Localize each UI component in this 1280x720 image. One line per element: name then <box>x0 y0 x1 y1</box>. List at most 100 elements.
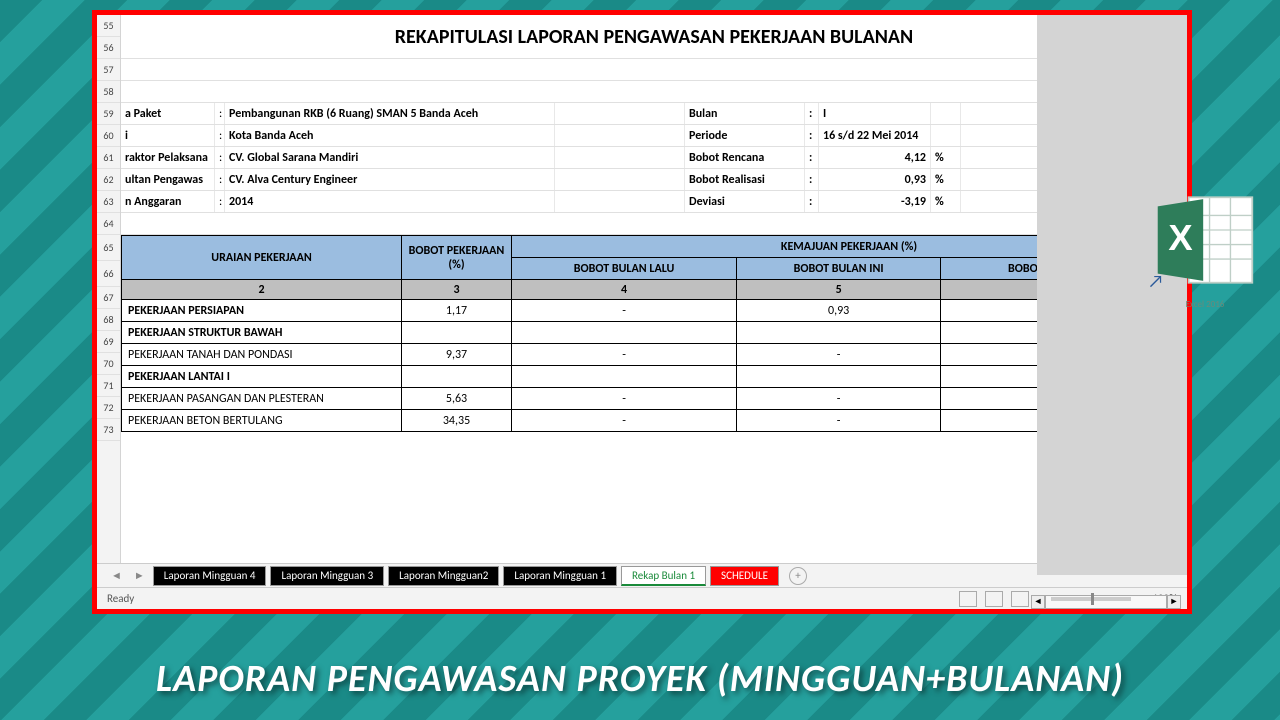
row-number[interactable]: 58 <box>97 81 120 103</box>
row-number[interactable]: 70 <box>97 353 120 375</box>
row-number[interactable]: 60 <box>97 125 120 147</box>
spreadsheet-grid[interactable]: REKAPITULASI LAPORAN PENGAWASAN PEKERJAA… <box>121 15 1187 563</box>
add-sheet-button[interactable]: + <box>789 567 807 585</box>
info-unit <box>931 125 961 146</box>
info-unit: % <box>931 147 961 168</box>
table-cell[interactable] <box>737 322 941 344</box>
table-cell[interactable] <box>737 366 941 388</box>
info-row: ultan Pengawas: CV. Alva Century Engineer… <box>121 169 1187 191</box>
sheet-tab[interactable]: Rekap Bulan 1 <box>621 566 706 586</box>
info-label-right: Periode <box>685 125 805 146</box>
table-cell[interactable]: PEKERJAAN STRUKTUR BAWAH <box>122 322 402 344</box>
sheet-tab[interactable]: Laporan Mingguan 1 <box>503 566 617 586</box>
colon: : <box>805 125 819 146</box>
view-pagebreak-button[interactable] <box>1011 591 1029 607</box>
row-number[interactable]: 65 <box>97 235 120 261</box>
row-number[interactable]: 55 <box>97 15 120 37</box>
column-numbers-row: 2 3 4 5 6 <box>122 280 1187 300</box>
table-cell[interactable]: 5,63 <box>402 388 512 410</box>
colon: : <box>805 169 819 190</box>
row-number[interactable]: 61 <box>97 147 120 169</box>
info-unit: % <box>931 169 961 190</box>
info-label-left: ultan Pengawas <box>121 169 215 190</box>
table-cell[interactable]: PEKERJAAN PASANGAN DAN PLESTERAN <box>122 388 402 410</box>
info-value-left: CV. Alva Century Engineer <box>225 169 555 190</box>
info-value-right: 0,93 <box>819 169 931 190</box>
sheet-tab[interactable]: Laporan Mingguan2 <box>388 566 499 586</box>
row-number[interactable]: 57 <box>97 59 120 81</box>
tab-nav-prev[interactable]: ◄ <box>105 569 128 582</box>
excel-icon-caption: Excel 2016 <box>1140 299 1270 310</box>
th-lalu: BOBOT BULAN LALU <box>512 258 737 280</box>
th-ini: BOBOT BULAN INI <box>737 258 941 280</box>
empty-row <box>121 81 1187 103</box>
table-cell[interactable] <box>402 366 512 388</box>
row-number[interactable]: 56 <box>97 37 120 59</box>
row-number[interactable]: 62 <box>97 169 120 191</box>
view-layout-button[interactable] <box>985 591 1003 607</box>
row-number[interactable]: 64 <box>97 213 120 235</box>
table-cell[interactable]: PEKERJAAN BETON BERTULANG <box>122 410 402 432</box>
row-number[interactable]: 63 <box>97 191 120 213</box>
info-value-left: Kota Banda Aceh <box>225 125 555 146</box>
row-number[interactable]: 67 <box>97 287 120 309</box>
info-row: a Paket:Pembangunan RKB (6 Ruang) SMAN 5… <box>121 103 1187 125</box>
row-number[interactable]: 71 <box>97 375 120 397</box>
info-unit: % <box>931 191 961 212</box>
row-number[interactable]: 68 <box>97 309 120 331</box>
excel-desktop-icon[interactable]: X ↗ Excel 2016 <box>1140 190 1270 310</box>
info-value-right: -3,19 <box>819 191 931 212</box>
sheet-tab[interactable]: Laporan Mingguan 4 <box>153 566 267 586</box>
info-label-right: Bobot Rencana <box>685 147 805 168</box>
table-cell[interactable]: - <box>512 410 737 432</box>
table-cell[interactable]: - <box>512 344 737 366</box>
table-cell[interactable] <box>402 322 512 344</box>
svg-text:X: X <box>1168 217 1192 258</box>
empty-row <box>121 213 1187 235</box>
info-value-left: 2014 <box>225 191 555 212</box>
table-cell[interactable]: - <box>737 344 941 366</box>
table-cell[interactable]: - <box>737 410 941 432</box>
row-number[interactable]: 73 <box>97 419 120 441</box>
info-label-right: Deviasi <box>685 191 805 212</box>
table-cell[interactable]: - <box>737 388 941 410</box>
th-bobot: BOBOT PEKERJAAN (%) <box>402 236 512 280</box>
status-bar: Ready − + 100% <box>97 587 1187 609</box>
info-row: i:Kota Banda AcehPeriode:16 s/d 22 Mei 2… <box>121 125 1187 147</box>
sheet-tab[interactable]: SCHEDULE <box>710 566 779 586</box>
table-cell[interactable]: 34,35 <box>402 410 512 432</box>
sheet-tabs-bar: ◄ ► Laporan Mingguan 4Laporan Mingguan 3… <box>97 563 1187 587</box>
table-cell[interactable]: 9,37 <box>402 344 512 366</box>
info-value-right: 16 s/d 22 Mei 2014 <box>819 125 931 146</box>
table-cell[interactable]: - <box>512 300 737 322</box>
table-cell[interactable]: 0,93 <box>737 300 941 322</box>
scroll-left-button[interactable]: ◄ <box>1031 595 1045 609</box>
info-value-left: CV. Global Sarana Mandiri <box>225 147 555 168</box>
row-number[interactable]: 66 <box>97 261 120 287</box>
row-number[interactable]: 72 <box>97 397 120 419</box>
table-cell[interactable]: PEKERJAAN TANAH DAN PONDASI <box>122 344 402 366</box>
row-number[interactable]: 69 <box>97 331 120 353</box>
table-row: PEKERJAAN PERSIAPAN1,17-0,930,93 <box>122 300 1187 322</box>
info-label-right: Bulan <box>685 103 805 124</box>
sheet-tab[interactable]: Laporan Mingguan 3 <box>270 566 384 586</box>
tab-nav-next[interactable]: ► <box>128 569 151 582</box>
table-cell[interactable]: PEKERJAAN LANTAI I <box>122 366 402 388</box>
table-cell[interactable] <box>512 366 737 388</box>
scroll-right-button[interactable]: ► <box>1167 595 1181 609</box>
info-row: n Anggaran:2014Deviasi:-3,19% <box>121 191 1187 213</box>
table-cell[interactable] <box>512 322 737 344</box>
info-label-right: Bobot Realisasi <box>685 169 805 190</box>
colon: : <box>215 125 225 146</box>
table-row: PEKERJAAN TANAH DAN PONDASI9,37--- <box>122 344 1187 366</box>
colon: : <box>215 103 225 124</box>
row-number[interactable]: 59 <box>97 103 120 125</box>
footer-title: LAPORAN PENGAWASAN PROYEK (MINGGUAN+BULA… <box>156 656 1124 702</box>
table-cell[interactable]: - <box>512 388 737 410</box>
zoom-slider[interactable] <box>1051 597 1131 601</box>
table-cell[interactable]: PEKERJAAN PERSIAPAN <box>122 300 402 322</box>
info-value-right: I <box>819 103 931 124</box>
sheet-area: 55565758596061626364656667686970717273 R… <box>97 15 1187 563</box>
table-cell[interactable]: 1,17 <box>402 300 512 322</box>
view-normal-button[interactable] <box>959 591 977 607</box>
